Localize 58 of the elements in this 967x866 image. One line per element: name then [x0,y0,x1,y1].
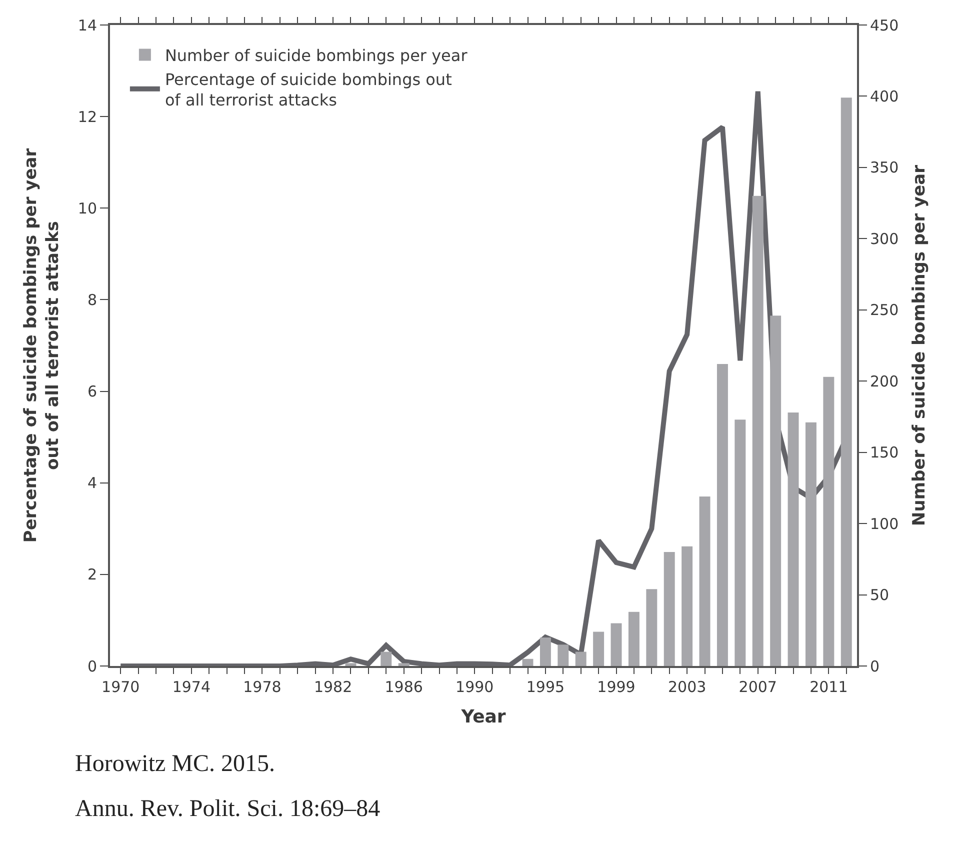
y2-tick-label: 200 [870,372,899,390]
bar [628,612,640,666]
x-tick-label: 1986 [384,678,423,696]
x-tick-label: 1999 [597,678,636,696]
bar [734,420,746,666]
text: Annu. Rev. Polit. Sci. 18:69–84 [75,796,380,822]
legend-label: Number of suicide bombings per year [164,46,468,65]
x-tick-label: 1982 [314,678,352,696]
bar [610,623,622,666]
bar [716,364,728,666]
y2-tick-label: 100 [870,514,899,533]
bar [770,316,782,666]
y2-tick-label: 400 [870,87,899,106]
x-tick-label: 1990 [456,678,494,696]
bar [752,196,764,666]
y2-axis-title: Number of suicide bombings per year [910,164,930,526]
x-tick-label: 1974 [172,678,211,696]
bar [558,644,569,666]
y2-tick-label: 50 [870,586,890,604]
y-tick-label: 8 [87,290,97,309]
x-tick-label: 2011 [810,678,848,696]
text: Horowitz MC. 2015. [75,751,275,777]
bar [575,652,586,666]
bar [593,632,604,666]
bar [540,638,551,666]
x-tick-label: 1970 [102,678,140,696]
legend-label: Percentage of suicide bombings out of all terrorist attacks [164,70,452,110]
bar [345,663,356,666]
bar [664,552,675,666]
y2-tick-label: 0 [870,657,880,676]
bar [522,658,534,666]
bar [380,652,392,666]
y-tick-label: 4 [87,474,97,492]
x-tick-label: 2003 [668,678,706,696]
x-tick-label: 2007 [738,678,777,696]
bar [646,589,658,666]
y2-tick-label: 250 [870,301,899,320]
y2-tick-label: 450 [870,16,899,34]
x-tick-label: 1978 [243,678,282,696]
x-tick-label: 1995 [526,678,565,696]
y-axis-title: Percentage of suicide bombings per year out of all terrorist attacks [20,148,63,543]
y2-tick-label: 350 [870,158,899,177]
y-tick-label: 10 [78,199,97,218]
y-tick-label: 6 [87,382,97,401]
bar [805,422,816,666]
bar [823,376,834,666]
y-tick-label: 12 [78,108,97,126]
y-tick-label: 0 [87,657,97,676]
bar [398,663,410,666]
bar [788,412,799,666]
bar [840,98,852,666]
y2-tick-label: 300 [870,230,899,248]
y-tick-label: 2 [87,566,97,584]
x-axis-title: Year [460,706,506,728]
bar [682,546,693,666]
bar [699,496,710,666]
y-tick-label: 14 [78,16,97,34]
y2-tick-label: 150 [870,444,899,462]
